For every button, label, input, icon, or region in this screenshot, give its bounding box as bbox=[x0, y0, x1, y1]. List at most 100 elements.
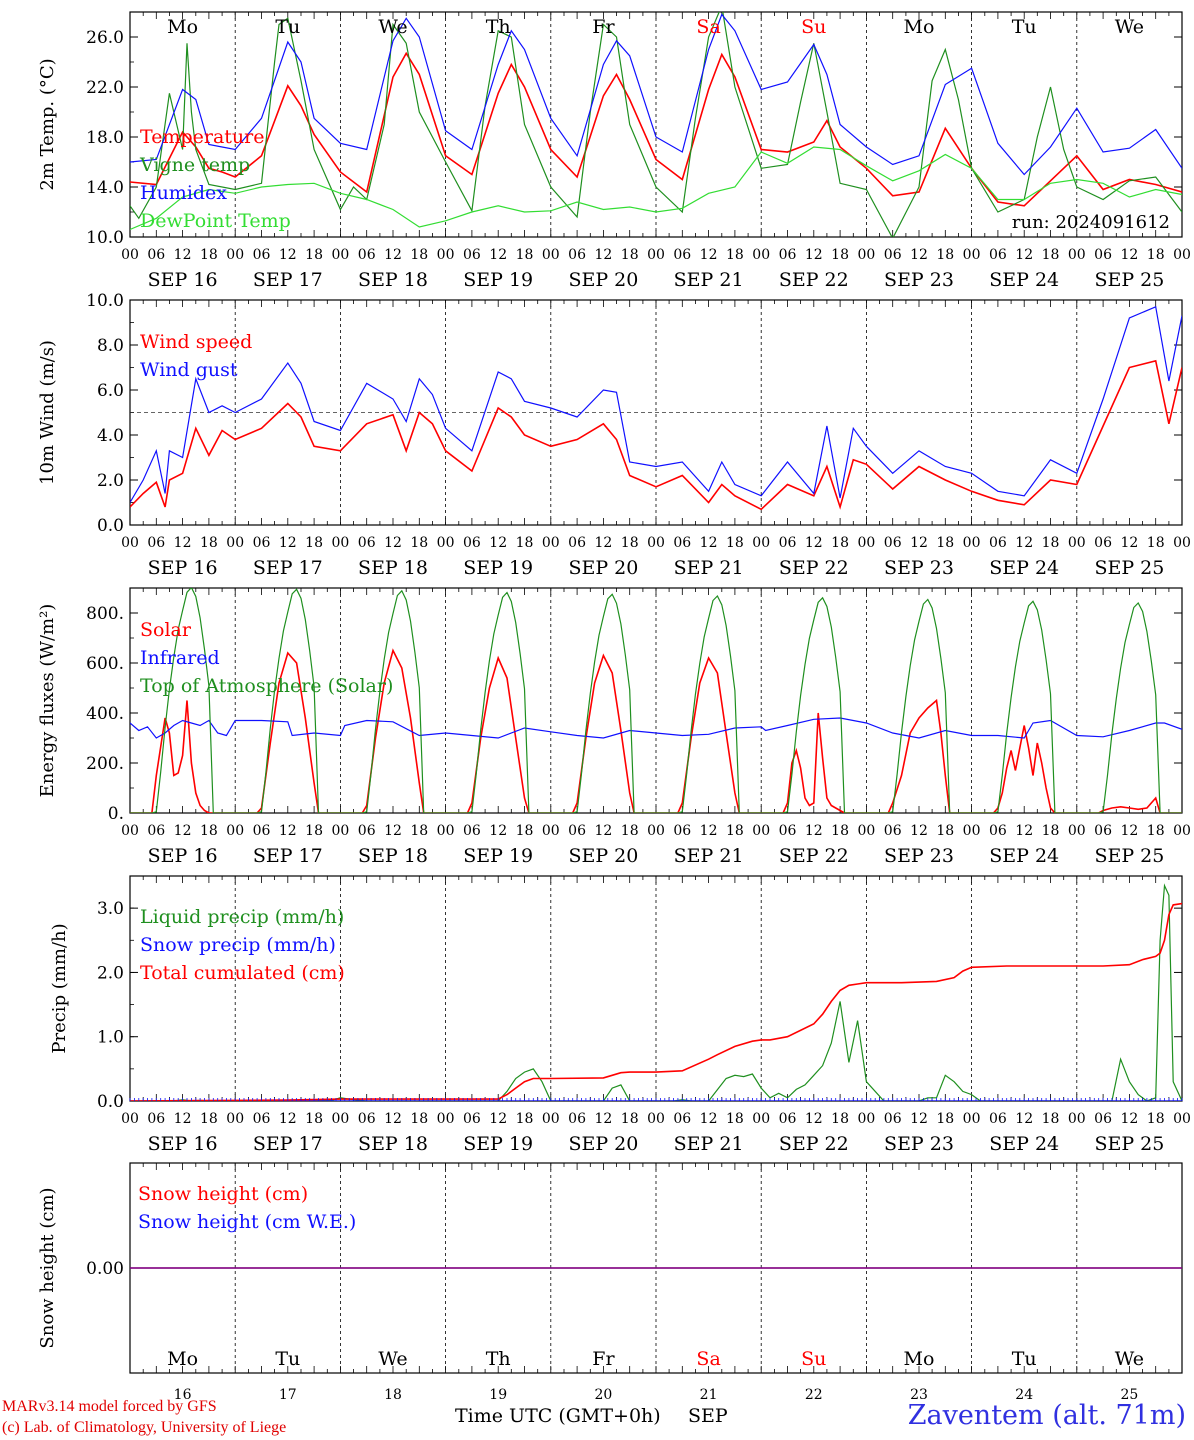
hour-label: 06 bbox=[884, 247, 902, 263]
hour-label: 06 bbox=[147, 823, 165, 839]
legend-entry: Wind speed bbox=[140, 331, 252, 353]
hour-label: 06 bbox=[1094, 823, 1112, 839]
hour-label: 06 bbox=[673, 823, 691, 839]
date-label: SEP 19 bbox=[463, 845, 533, 867]
date-label: SEP 23 bbox=[884, 1133, 954, 1155]
day-of-week-label: Sa bbox=[696, 1348, 720, 1370]
y-tick-label: 600. bbox=[86, 654, 124, 674]
hour-label: 00 bbox=[752, 247, 770, 263]
hour-label: 12 bbox=[174, 247, 192, 263]
date-label: SEP 16 bbox=[148, 1133, 218, 1155]
x-axis-ticks bbox=[129, 588, 1183, 813]
day-of-week-label: Tu bbox=[275, 16, 300, 38]
hour-label: 06 bbox=[463, 535, 481, 551]
hour-label: 06 bbox=[779, 823, 797, 839]
hour-label: 12 bbox=[910, 247, 928, 263]
day-number-label: 19 bbox=[489, 1387, 507, 1400]
hour-label: 06 bbox=[673, 247, 691, 263]
y-tick-label: 400. bbox=[86, 704, 124, 724]
hour-label: 00 bbox=[857, 535, 875, 551]
date-label: SEP 25 bbox=[1094, 845, 1164, 867]
hour-label: 18 bbox=[831, 823, 849, 839]
hour-label: 00 bbox=[1173, 1111, 1191, 1127]
hour-label: 12 bbox=[384, 1111, 402, 1127]
hour-label: 18 bbox=[1147, 247, 1165, 263]
hour-label: 12 bbox=[910, 823, 928, 839]
date-label: SEP 17 bbox=[253, 1133, 323, 1155]
day-number-label: 24 bbox=[1015, 1387, 1033, 1400]
date-label: SEP 18 bbox=[358, 845, 428, 867]
hour-label: 00 bbox=[857, 247, 875, 263]
y-tick-label: 0.0 bbox=[97, 1092, 124, 1112]
legend-entry: Humidex bbox=[140, 182, 227, 204]
hour-label: 12 bbox=[1015, 535, 1033, 551]
hour-label: 18 bbox=[726, 823, 744, 839]
panel-2: 0.0 2.0 4.0 6.0 8.0 10.0 10m Wind (m/s) Wind sp… bbox=[37, 291, 1191, 579]
y-tick-label: 10.0 bbox=[86, 228, 124, 248]
hour-label: 12 bbox=[384, 823, 402, 839]
y-tick-label: 18.0 bbox=[86, 128, 124, 148]
hour-label: 06 bbox=[884, 535, 902, 551]
hour-label: 12 bbox=[279, 1111, 297, 1127]
hour-label: 00 bbox=[121, 247, 139, 263]
legend-entry: Wind gust bbox=[140, 359, 238, 381]
hour-label: 12 bbox=[489, 247, 507, 263]
date-label: SEP 24 bbox=[989, 269, 1059, 291]
hour-label: 00 bbox=[226, 1111, 244, 1127]
hour-label: 18 bbox=[1042, 1111, 1060, 1127]
hour-label: 12 bbox=[1015, 823, 1033, 839]
hour-label: 12 bbox=[805, 1111, 823, 1127]
hour-label: 06 bbox=[884, 823, 902, 839]
hour-label: 12 bbox=[594, 535, 612, 551]
hour-label: 06 bbox=[253, 1111, 271, 1127]
x-axis-ticks bbox=[129, 876, 1183, 1101]
hour-label: 06 bbox=[989, 1111, 1007, 1127]
hour-label: 12 bbox=[700, 1111, 718, 1127]
day-number-label: 21 bbox=[700, 1387, 718, 1400]
hour-label: 06 bbox=[253, 247, 271, 263]
day-number-label: 25 bbox=[1120, 1387, 1138, 1400]
day-number-label: 16 bbox=[174, 1387, 192, 1400]
date-label: SEP 21 bbox=[674, 269, 744, 291]
hour-label: 18 bbox=[305, 823, 323, 839]
hour-label: 00 bbox=[963, 1111, 981, 1127]
hour-label: 18 bbox=[200, 535, 218, 551]
date-label: SEP 24 bbox=[989, 557, 1059, 579]
hour-label: 00 bbox=[331, 823, 349, 839]
hour-label: 00 bbox=[437, 247, 455, 263]
hour-label: 00 bbox=[1173, 247, 1191, 263]
hour-label: 18 bbox=[936, 823, 954, 839]
legend-entry: Solar bbox=[140, 619, 192, 641]
hour-label: 06 bbox=[358, 823, 376, 839]
hour-label: 18 bbox=[410, 1111, 428, 1127]
date-label: SEP 18 bbox=[358, 269, 428, 291]
date-label: SEP 24 bbox=[989, 845, 1059, 867]
hour-label: 18 bbox=[1147, 535, 1165, 551]
hour-label: 06 bbox=[463, 1111, 481, 1127]
hour-label: 06 bbox=[989, 823, 1007, 839]
y-tick-label: 14.0 bbox=[86, 178, 124, 198]
date-label: SEP 24 bbox=[989, 1133, 1059, 1155]
hour-label: 00 bbox=[331, 247, 349, 263]
date-label: SEP 20 bbox=[568, 845, 638, 867]
hour-label: 06 bbox=[253, 535, 271, 551]
hour-label: 06 bbox=[147, 247, 165, 263]
hour-label: 00 bbox=[752, 823, 770, 839]
x-axis-month: SEP bbox=[688, 1405, 728, 1427]
hour-label: 06 bbox=[1094, 535, 1112, 551]
hour-label: 12 bbox=[279, 535, 297, 551]
date-label: SEP 22 bbox=[779, 1133, 849, 1155]
y-tick-label: 0. bbox=[108, 804, 124, 824]
hour-label: 18 bbox=[1042, 535, 1060, 551]
y-tick-label: 200. bbox=[86, 754, 124, 774]
hour-label: 00 bbox=[542, 1111, 560, 1127]
hour-label: 12 bbox=[594, 823, 612, 839]
y-axis-label: 2m Temp. (°C) bbox=[37, 58, 58, 190]
date-label: SEP 25 bbox=[1094, 1133, 1164, 1155]
hour-label: 18 bbox=[516, 1111, 534, 1127]
hour-label: 12 bbox=[805, 247, 823, 263]
hour-label: 06 bbox=[463, 247, 481, 263]
hour-label: 18 bbox=[305, 247, 323, 263]
hour-label: 18 bbox=[1042, 823, 1060, 839]
hour-label: 12 bbox=[910, 535, 928, 551]
